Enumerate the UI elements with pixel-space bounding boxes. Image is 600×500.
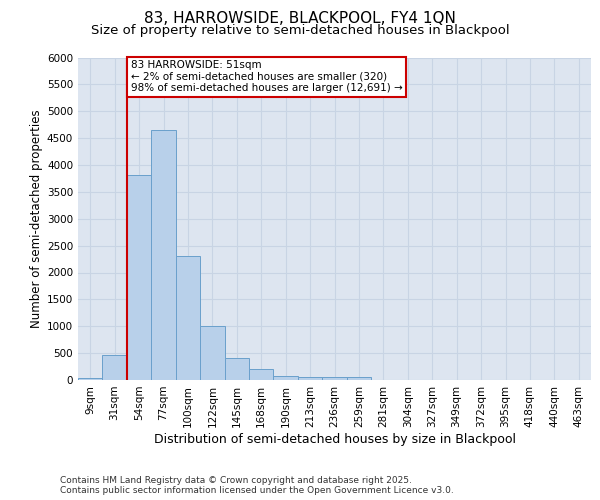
Text: 83, HARROWSIDE, BLACKPOOL, FY4 1QN: 83, HARROWSIDE, BLACKPOOL, FY4 1QN — [144, 11, 456, 26]
Bar — [298, 377, 322, 380]
Bar — [274, 376, 298, 380]
Text: Contains HM Land Registry data © Crown copyright and database right 2025.
Contai: Contains HM Land Registry data © Crown c… — [60, 476, 454, 495]
Bar — [322, 377, 347, 380]
Bar — [127, 174, 151, 380]
Text: 83 HARROWSIDE: 51sqm
← 2% of semi-detached houses are smaller (320)
98% of semi-: 83 HARROWSIDE: 51sqm ← 2% of semi-detach… — [131, 60, 402, 94]
Bar — [78, 378, 103, 380]
Bar — [103, 354, 127, 380]
Bar — [176, 256, 200, 380]
X-axis label: Distribution of semi-detached houses by size in Blackpool: Distribution of semi-detached houses by … — [154, 432, 515, 446]
Bar — [249, 369, 274, 380]
Text: Size of property relative to semi-detached houses in Blackpool: Size of property relative to semi-detach… — [91, 24, 509, 37]
Bar — [200, 326, 224, 380]
Y-axis label: Number of semi-detached properties: Number of semi-detached properties — [30, 110, 43, 328]
Bar — [224, 358, 249, 380]
Bar — [347, 377, 371, 380]
Bar — [151, 130, 176, 380]
